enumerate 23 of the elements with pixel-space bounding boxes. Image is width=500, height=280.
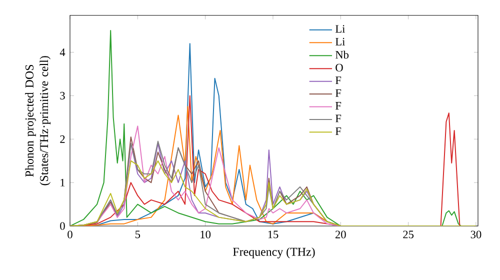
legend-label: Nb <box>336 50 349 59</box>
y-axis-title: Phonon projected DOS (States/THz·primitive cell) <box>25 56 51 186</box>
y-tick-label: 4 <box>60 48 66 56</box>
legend-label: F <box>336 102 342 110</box>
legend-label: Li <box>336 25 345 33</box>
legend-label: O <box>336 64 343 72</box>
y-tick-label: 3 <box>60 92 65 100</box>
x-tick-label: 0 <box>68 230 72 238</box>
x-tick-label: 30 <box>470 230 482 238</box>
legend-label: Li <box>336 38 345 46</box>
x-tick-label: 5 <box>135 230 140 238</box>
x-tick-label: 25 <box>403 230 414 238</box>
x-tick-label: 20 <box>336 230 346 238</box>
x-tick-label: 10 <box>200 230 211 238</box>
legend-label: F <box>336 114 342 122</box>
legend-label: F <box>336 89 342 97</box>
y-tick-label: 2 <box>60 135 65 143</box>
x-axis-title: Frequency (THz) <box>233 247 315 258</box>
legend-label: F <box>336 76 342 84</box>
x-tick-label: 15 <box>268 230 278 238</box>
y-tick-label: 1 <box>60 178 65 186</box>
legend-label: F <box>336 127 342 135</box>
y-tick-label: 0 <box>60 222 65 230</box>
